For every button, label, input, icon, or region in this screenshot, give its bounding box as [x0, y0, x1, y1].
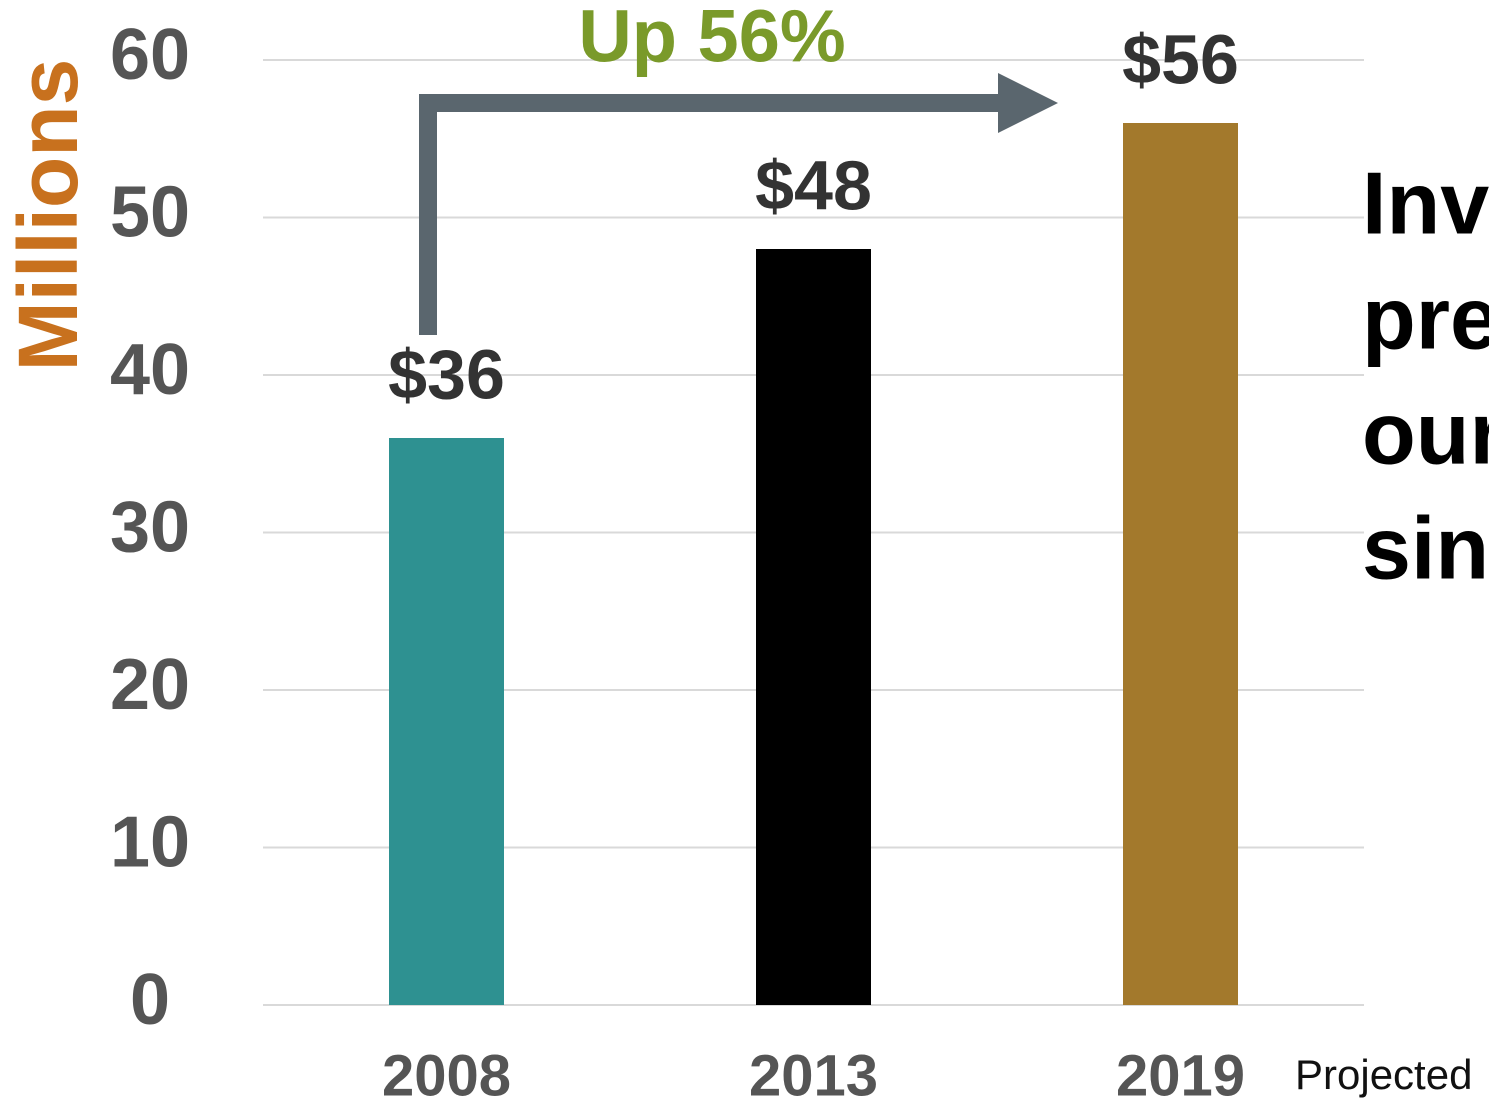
side-text-line: sinc [1362, 498, 1489, 597]
y-tick-label: 60 [110, 15, 190, 95]
side-text-line: our [1362, 383, 1489, 482]
value-label: $36 [388, 335, 505, 413]
note: Projected [1295, 1051, 1472, 1098]
bar [1123, 123, 1238, 1005]
x-tick-label: 2008 [382, 1043, 511, 1107]
side-text-line: prev [1362, 268, 1489, 367]
value-label: $56 [1122, 20, 1239, 98]
value-label: $48 [755, 146, 872, 224]
y-axis-label: Millions [1, 59, 95, 372]
side-text: Inve prev our sinc [1362, 153, 1489, 597]
y-tick-label: 30 [110, 488, 190, 568]
bar [756, 249, 871, 1005]
y-tick-label: 0 [130, 960, 170, 1040]
x-tick-label: 2019 [1116, 1043, 1245, 1107]
y-tick-label: 10 [110, 803, 190, 883]
bar [389, 438, 504, 1005]
y-tick-label: 50 [110, 173, 190, 253]
side-text-line: Inve [1362, 153, 1489, 252]
plot-area: 0 10 20 30 40 50 60 2008 $36 2013 $48 2019 $56 [110, 15, 1364, 1107]
y-tick-label: 20 [110, 645, 190, 725]
annotation: Up 56% [578, 0, 845, 78]
arrow-head [998, 73, 1058, 133]
growth-arrow [419, 94, 1000, 335]
x-tick-label: 2013 [749, 1043, 878, 1107]
y-tick-label: 40 [110, 330, 190, 410]
